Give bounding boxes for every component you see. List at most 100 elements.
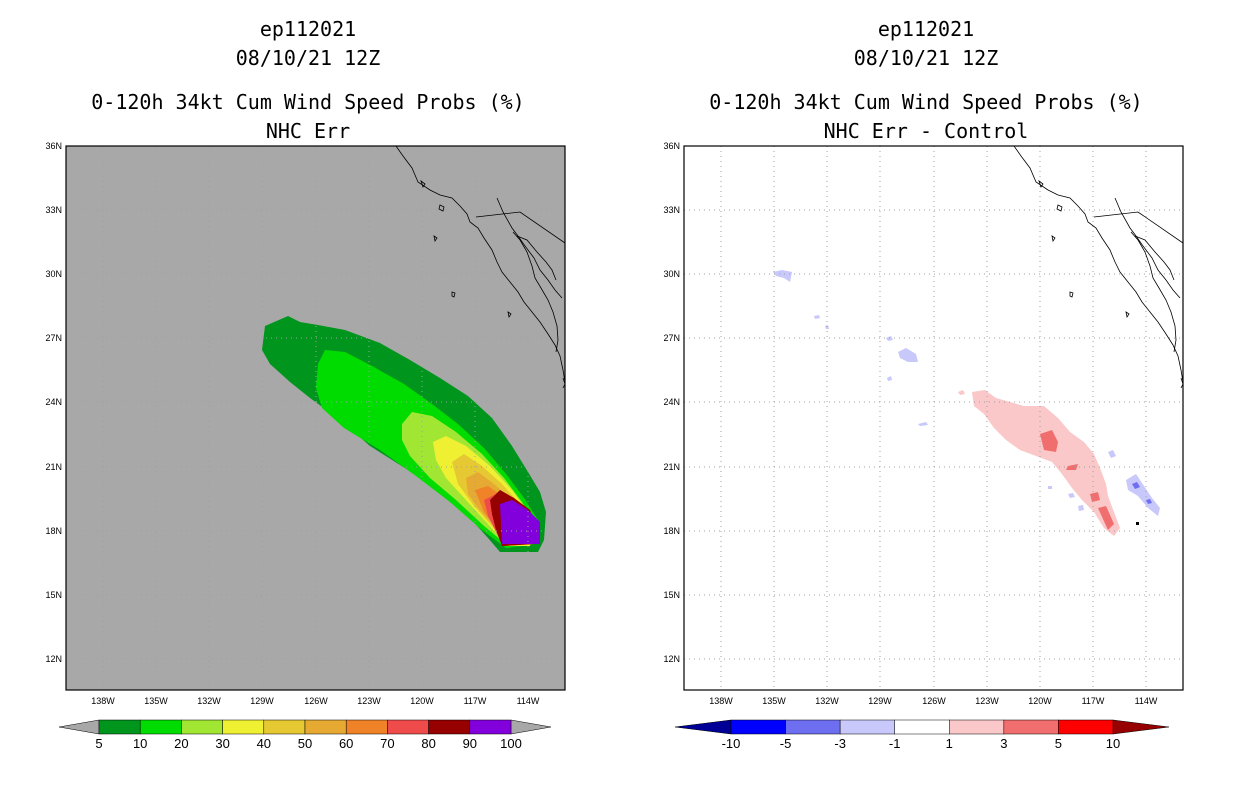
- right-colorbar-low-arrow: [674, 719, 732, 735]
- right-colorbar-label: 10: [1106, 736, 1120, 751]
- lon-label: 126W: [922, 696, 946, 706]
- right-subtitle: NHC Err - Control: [824, 119, 1029, 143]
- right-grid: [684, 146, 1183, 690]
- right-colorbar-swatch: [730, 719, 786, 735]
- diff-contour-neg-3: [1132, 482, 1140, 489]
- diff-contour-pos-3: [1040, 430, 1058, 452]
- diff-contour-pos-1-dot: [958, 390, 965, 395]
- diff-contour-neg-1: [1078, 505, 1084, 511]
- left-panel: ep112021 08/10/21 12Z 0-120h 34kt Cum Wi…: [45, 17, 566, 751]
- diff-marker: [1136, 522, 1139, 525]
- right-colorbar: -10 -5 -3 -1 1 3 5 10: [674, 719, 1170, 751]
- right-colorbar-label: 3: [1000, 736, 1007, 751]
- lat-label: 30N: [663, 269, 680, 279]
- lat-label: 12N: [45, 654, 62, 664]
- right-datetime: 08/10/21 12Z: [854, 46, 999, 70]
- left-lon-axis: 138W 135W 132W 129W 126W 123W 120W 117W …: [91, 696, 540, 706]
- lon-label: 129W: [868, 696, 892, 706]
- lon-label: 114W: [1135, 696, 1158, 706]
- right-colorbar-label: -1: [889, 736, 901, 751]
- left-colorbar-low-arrow: [58, 719, 100, 735]
- lon-label: 120W: [410, 696, 434, 706]
- lat-label: 18N: [663, 526, 680, 536]
- lat-label: 33N: [45, 205, 62, 215]
- left-colorbar-label: 10: [133, 736, 147, 751]
- lon-label: 138W: [91, 696, 115, 706]
- diff-contour-neg-1: [1068, 493, 1075, 498]
- right-storm-id: ep112021: [878, 17, 974, 41]
- right-difference-contours: [773, 270, 1160, 536]
- right-lon-axis: 138W 135W 132W 129W 126W 123W 120W 117W …: [709, 696, 1158, 706]
- diff-contour-neg-1: [773, 270, 792, 282]
- lon-label: 138W: [709, 696, 733, 706]
- lon-label: 117W: [464, 696, 487, 706]
- right-colorbar-label: -10: [722, 736, 741, 751]
- left-colorbar-swatch: [387, 719, 429, 735]
- lon-label: 114W: [517, 696, 540, 706]
- diff-contour-neg-1: [814, 315, 820, 319]
- lat-label: 27N: [663, 333, 680, 343]
- right-colorbar-swatch: [949, 719, 1005, 735]
- lon-label: 126W: [304, 696, 328, 706]
- diff-contour-neg-1: [1048, 486, 1052, 489]
- lat-label: 21N: [663, 462, 680, 472]
- lon-label: 135W: [762, 696, 786, 706]
- left-colorbar-swatch: [304, 719, 347, 735]
- lat-label: 27N: [45, 333, 62, 343]
- diff-contour-neg-1: [1108, 450, 1116, 458]
- lat-label: 36N: [663, 141, 680, 151]
- lon-label: 117W: [1082, 696, 1105, 706]
- lat-label: 33N: [663, 205, 680, 215]
- lat-label: 12N: [663, 654, 680, 664]
- diff-contour-pos-3: [1090, 492, 1100, 502]
- left-colorbar-swatch: [181, 719, 223, 735]
- right-title: 0-120h 34kt Cum Wind Speed Probs (%): [709, 90, 1142, 114]
- diff-contour-pos-3: [1098, 506, 1114, 530]
- right-colorbar-swatch: [1058, 719, 1114, 735]
- left-storm-id: ep112021: [260, 17, 356, 41]
- lon-label: 135W: [144, 696, 168, 706]
- left-colorbar-swatch: [469, 719, 512, 735]
- left-colorbar-swatch: [345, 719, 388, 735]
- right-colorbar-high-arrow: [1112, 719, 1170, 735]
- left-colorbar-label: 90: [463, 736, 477, 751]
- right-colorbar-swatch: [839, 719, 895, 735]
- contour-90: [500, 500, 540, 544]
- left-map-frame: [65, 145, 566, 691]
- left-probability-contours: [262, 316, 546, 552]
- left-colorbar-label: 100: [500, 736, 522, 751]
- lat-label: 18N: [45, 526, 62, 536]
- left-colorbar-label: 70: [380, 736, 394, 751]
- lat-label: 24N: [45, 397, 62, 407]
- left-colorbar-label: 20: [174, 736, 188, 751]
- left-colorbar-label: 5: [95, 736, 102, 751]
- right-colorbar-label: -3: [834, 736, 846, 751]
- left-datetime: 08/10/21 12Z: [236, 46, 381, 70]
- right-colorbar-label: -5: [780, 736, 792, 751]
- right-map: [684, 146, 1183, 690]
- lat-label: 24N: [663, 397, 680, 407]
- left-colorbar-label: 80: [421, 736, 435, 751]
- left-colorbar-swatch: [222, 719, 265, 735]
- lat-label: 15N: [663, 590, 680, 600]
- left-colorbar-label: 60: [339, 736, 353, 751]
- diff-contour-neg-1: [918, 422, 928, 426]
- lon-label: 129W: [250, 696, 274, 706]
- left-colorbar-swatch: [139, 719, 182, 735]
- lon-label: 123W: [975, 696, 999, 706]
- left-colorbar-label: 40: [257, 736, 271, 751]
- left-colorbar-swatch: [428, 719, 471, 735]
- right-colorbar-swatch: [894, 719, 950, 735]
- diff-contour-pos-1: [972, 390, 1120, 536]
- right-colorbar-swatch: [1003, 719, 1059, 735]
- lat-label: 21N: [45, 462, 62, 472]
- right-lat-axis: 36N 33N 30N 27N 24N 21N 18N 15N 12N: [663, 141, 680, 664]
- left-colorbar: 5 10 20 30 40 50 60 70 80 90 100: [58, 719, 552, 751]
- diff-contour-neg-1: [898, 348, 918, 362]
- lat-label: 15N: [45, 590, 62, 600]
- left-colorbar-label: 50: [298, 736, 312, 751]
- left-subtitle: NHC Err: [266, 119, 350, 143]
- lon-label: 132W: [815, 696, 839, 706]
- diff-contour-pos-3: [1066, 464, 1078, 470]
